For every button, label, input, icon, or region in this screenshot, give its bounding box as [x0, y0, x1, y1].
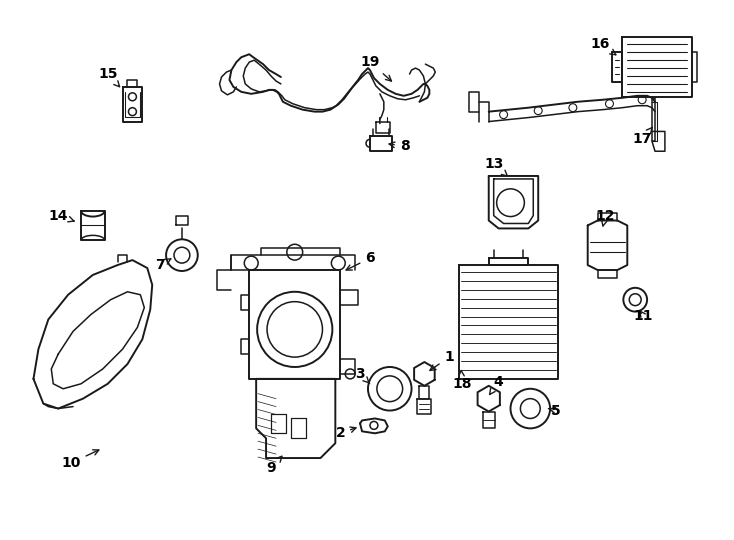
Text: 12: 12 — [596, 208, 615, 226]
Text: 14: 14 — [48, 208, 74, 222]
Text: 3: 3 — [355, 367, 370, 383]
Text: 7: 7 — [156, 258, 171, 272]
Text: 16: 16 — [591, 37, 616, 55]
Text: 9: 9 — [266, 456, 282, 475]
Text: 8: 8 — [389, 139, 410, 153]
Text: 18: 18 — [452, 370, 472, 391]
Text: 5: 5 — [548, 403, 561, 417]
Text: 1: 1 — [430, 350, 454, 370]
Text: 17: 17 — [633, 127, 653, 146]
Text: 4: 4 — [490, 375, 504, 395]
Text: 10: 10 — [62, 450, 99, 470]
Text: 15: 15 — [98, 67, 120, 87]
Text: 19: 19 — [360, 55, 391, 81]
Text: 6: 6 — [346, 251, 375, 270]
Text: 11: 11 — [633, 308, 653, 322]
Text: 2: 2 — [335, 426, 356, 440]
Text: 13: 13 — [484, 157, 507, 176]
